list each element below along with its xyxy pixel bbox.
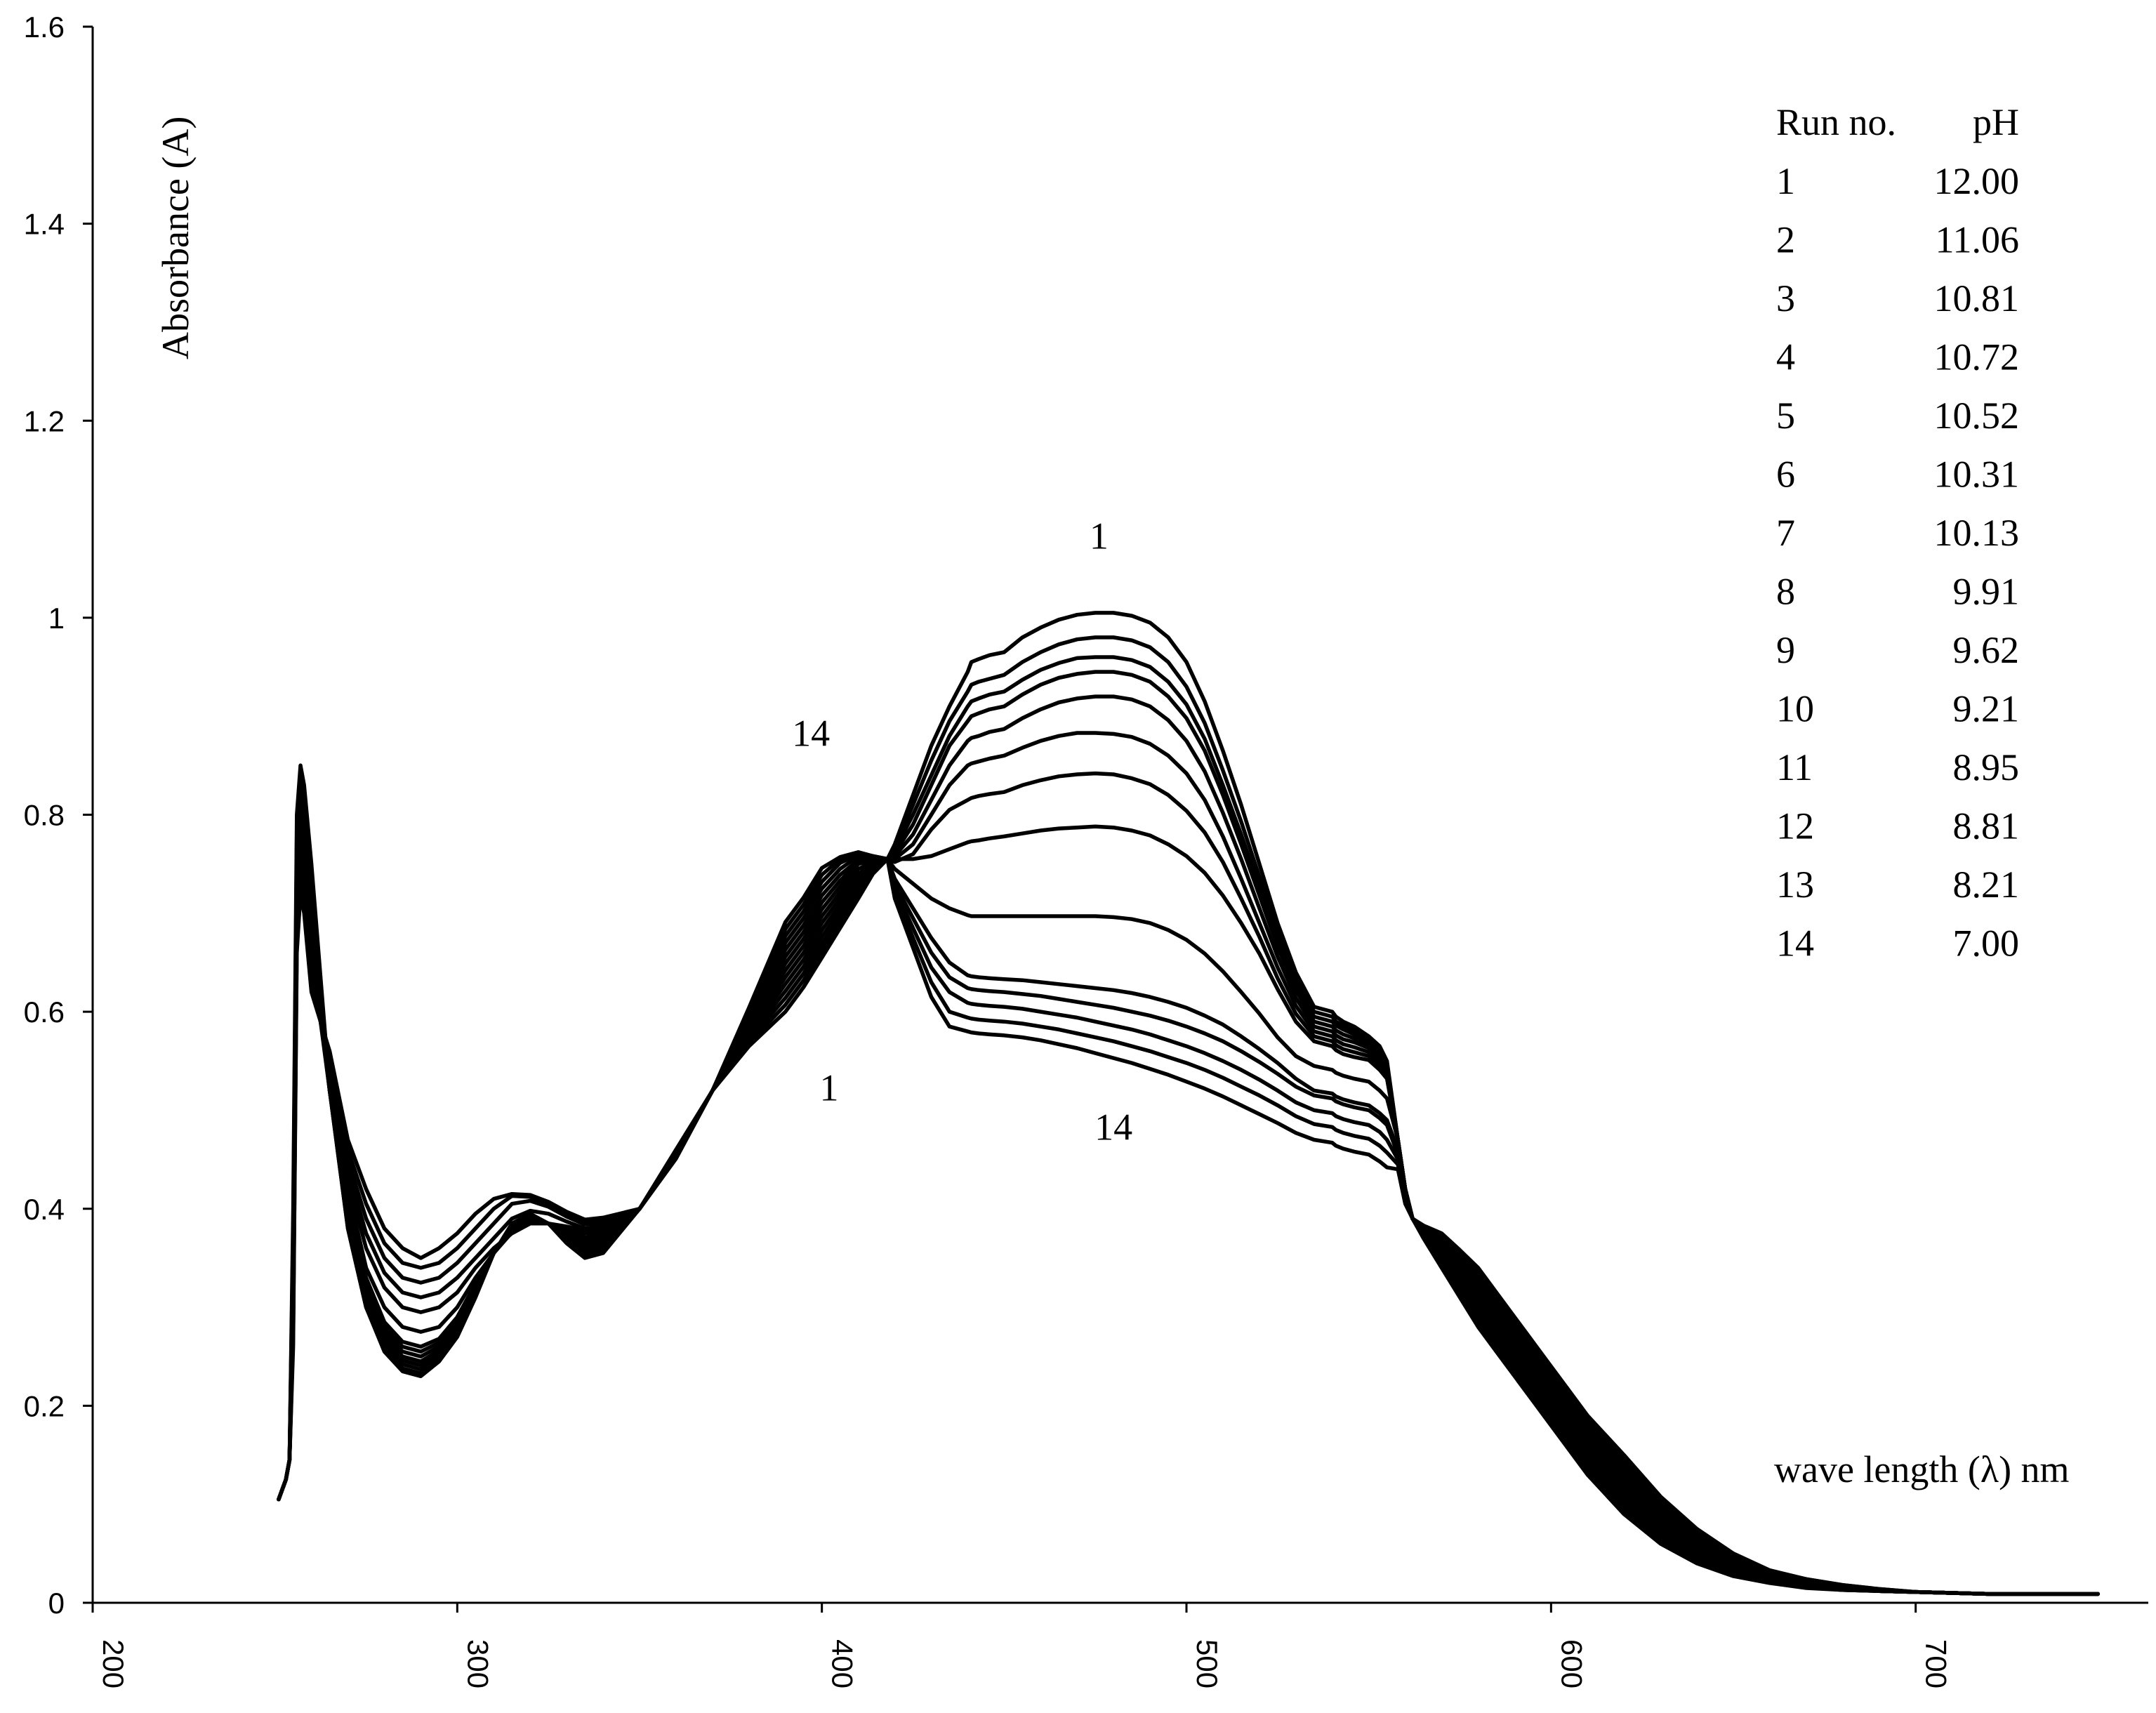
series-line-run-12 xyxy=(277,852,2101,1596)
table-ph-value: 9.62 xyxy=(1953,629,2020,671)
table-run-number: 1 xyxy=(1776,160,1795,202)
table-ph-value: 11.06 xyxy=(1936,219,2020,261)
x-tick-label: 200 xyxy=(97,1639,130,1688)
y-axis-label: Absorbance (A) xyxy=(154,117,197,359)
table-ph-value: 9.91 xyxy=(1953,571,2020,613)
y-tick-label: 0 xyxy=(48,1587,65,1620)
table-run-number: 10 xyxy=(1776,688,1814,730)
table-run-number: 3 xyxy=(1776,277,1795,319)
series-line-run-13 xyxy=(277,851,2101,1596)
series-line-run-11 xyxy=(277,854,2101,1596)
series-line-run-8 xyxy=(277,824,2101,1596)
table-ph-value: 9.21 xyxy=(1953,688,2020,730)
table-ph-value: 12.00 xyxy=(1934,160,2020,202)
table-run-number: 8 xyxy=(1776,571,1795,613)
table-ph-value: 8.81 xyxy=(1953,805,2020,847)
y-tick-label: 0.4 xyxy=(24,1193,65,1226)
table-header-run: Run no. xyxy=(1776,101,1896,143)
x-tick-label: 700 xyxy=(1920,1639,1953,1688)
series-line-run-10 xyxy=(277,852,2101,1596)
table-run-number: 6 xyxy=(1776,454,1795,496)
curve-annotations: 1 14 1 14 xyxy=(792,515,1132,1149)
table-ph-value: 10.72 xyxy=(1934,336,2020,378)
x-axis-label: wave length (λ) nm xyxy=(1774,1448,2070,1490)
plot-area: 0 0.2 0.4 0.6 0.8 1 1.2 1.4 1.6 200 300 400 500 600 7… xyxy=(24,11,2148,1688)
series-line-run-1 xyxy=(277,611,2101,1596)
series-curves xyxy=(277,611,2101,1596)
table-ph-value: 10.52 xyxy=(1934,395,2020,437)
curve-annotation: 1 xyxy=(820,1066,839,1109)
x-tick-label: 500 xyxy=(1191,1639,1224,1688)
table-run-number: 14 xyxy=(1776,922,1814,965)
x-tick-label: 300 xyxy=(461,1639,494,1688)
run-ph-table: Run no. pH 1 12.00 2 11.06 3 10.81 4 10.72 5 10.5… xyxy=(1776,101,2019,965)
x-tick-label: 400 xyxy=(826,1639,859,1688)
table-run-number: 7 xyxy=(1776,512,1795,554)
table-run-number: 13 xyxy=(1776,864,1814,906)
x-axis-ticks: 200 300 400 500 600 700 xyxy=(91,1603,1953,1688)
x-tick-label: 600 xyxy=(1555,1639,1588,1688)
table-run-number: 4 xyxy=(1776,336,1795,378)
y-tick-label: 1.6 xyxy=(24,11,65,44)
y-tick-label: 0.2 xyxy=(24,1389,65,1422)
table-run-number: 12 xyxy=(1776,805,1814,847)
y-tick-label: 1.2 xyxy=(24,404,65,437)
table-ph-value: 7.00 xyxy=(1953,922,2020,965)
table-ph-value: 10.81 xyxy=(1934,277,2020,319)
series-line-run-9 xyxy=(277,842,2101,1596)
table-run-number: 2 xyxy=(1776,219,1795,261)
table-run-number: 5 xyxy=(1776,395,1795,437)
table-ph-value: 10.13 xyxy=(1934,512,2020,554)
table-ph-value: 8.21 xyxy=(1953,864,2020,906)
y-axis-ticks: 0 0.2 0.4 0.6 0.8 1 1.2 1.4 1.6 xyxy=(24,11,93,1620)
table-rows: 1 12.00 2 11.06 3 10.81 4 10.72 5 10.52 6 10.31 7 10.… xyxy=(1776,160,2019,965)
table-run-number: 11 xyxy=(1776,746,1813,788)
curve-annotation: 14 xyxy=(792,712,830,754)
series-line-run-14 xyxy=(277,850,2101,1596)
y-tick-label: 0.8 xyxy=(24,799,65,832)
curve-annotation: 1 xyxy=(1090,515,1109,557)
y-tick-label: 1.4 xyxy=(24,208,65,241)
y-tick-label: 1 xyxy=(48,602,65,635)
curve-annotation: 14 xyxy=(1094,1106,1132,1149)
table-header-ph: pH xyxy=(1973,101,2019,143)
y-tick-label: 0.6 xyxy=(24,996,65,1029)
table-run-number: 9 xyxy=(1776,629,1795,671)
table-ph-value: 8.95 xyxy=(1953,746,2020,788)
table-ph-value: 10.31 xyxy=(1934,454,2020,496)
